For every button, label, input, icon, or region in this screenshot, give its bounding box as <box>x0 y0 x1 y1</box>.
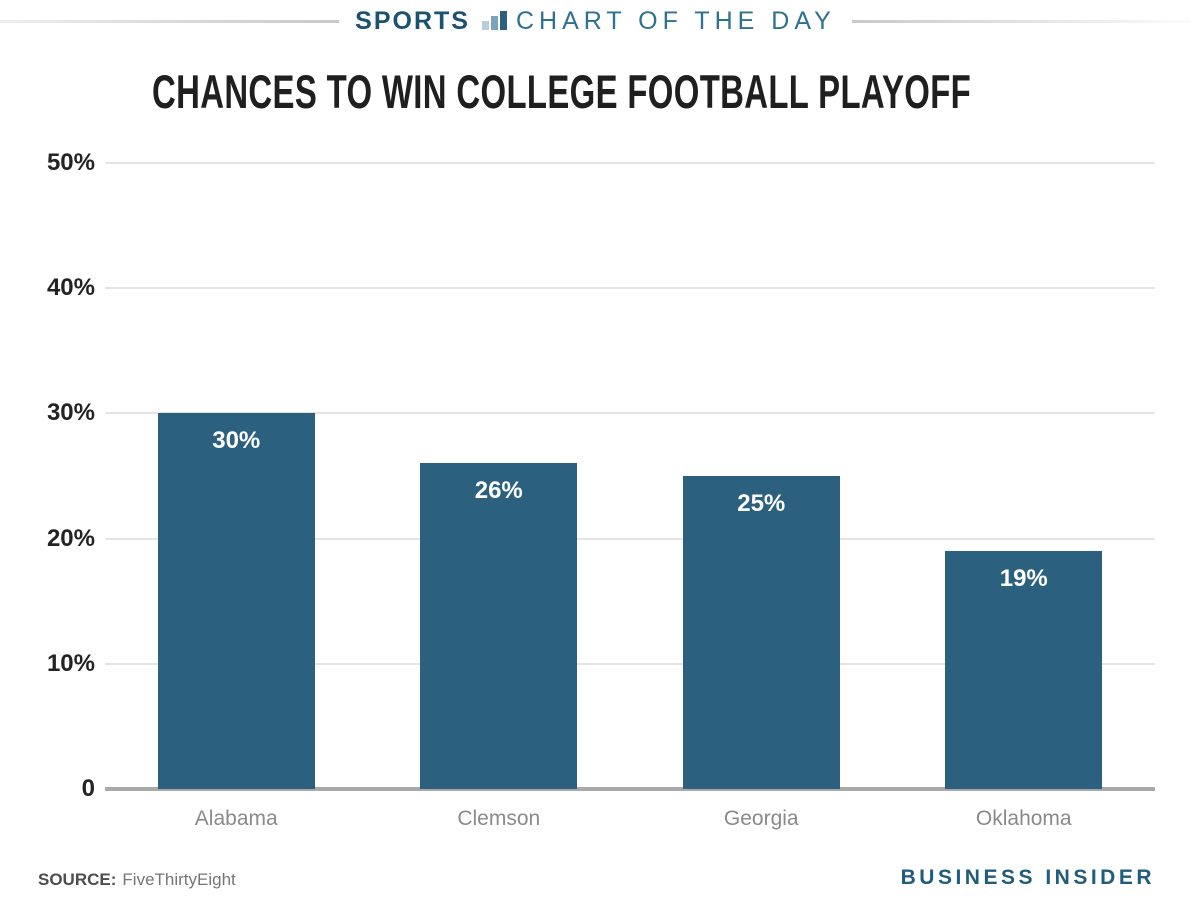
bar-oklahoma: 19% <box>945 551 1103 789</box>
x-axis-category-label: Oklahoma <box>975 807 1072 830</box>
bar-alabama: 30% <box>157 413 315 789</box>
bar-value-label: 30% <box>212 427 261 455</box>
gridline <box>105 412 1155 415</box>
x-axis-category-label: Georgia <box>723 807 799 830</box>
gridline <box>105 287 1155 290</box>
bar-georgia: 25% <box>682 476 840 789</box>
chart-title: CHANCES TO WIN COLLEGE FOOTBALL PLAYOFF <box>152 65 972 118</box>
x-axis-category-label: Alabama <box>194 807 278 830</box>
bar-chart-icon <box>481 10 507 30</box>
chart-of-the-day-label: CHART OF THE DAY <box>515 6 836 35</box>
sports-label: SPORTS <box>355 6 470 35</box>
source-label: SOURCE: <box>38 870 117 889</box>
bar-value-label: 26% <box>474 477 523 505</box>
business-insider-logo: BUSINESS INSIDER <box>900 866 1155 889</box>
source-line: SOURCE: FiveThirtyEight <box>38 870 236 890</box>
y-axis-tick-label: 50% <box>46 149 95 176</box>
bar-clemson: 26% <box>420 463 578 789</box>
x-axis-baseline <box>105 787 1155 791</box>
y-axis-tick-label: 20% <box>46 524 95 552</box>
gridline <box>105 162 1155 164</box>
header-rule-left <box>0 19 340 23</box>
y-axis-tick-label: 0 <box>81 775 95 802</box>
y-axis-tick-label: 30% <box>46 399 95 427</box>
header-rule-right <box>851 19 1191 23</box>
header: SPORTS CHART OF THE DAY <box>0 6 1201 36</box>
source-value: FiveThirtyEight <box>122 870 236 889</box>
gridline <box>105 662 1155 665</box>
bar-value-label: 19% <box>999 565 1048 593</box>
gridline <box>105 537 1155 540</box>
y-axis-tick-label: 40% <box>46 274 95 302</box>
bar-value-label: 25% <box>737 490 786 517</box>
x-axis-category-label: Clemson <box>457 807 541 830</box>
y-axis-tick-label: 10% <box>46 649 95 677</box>
